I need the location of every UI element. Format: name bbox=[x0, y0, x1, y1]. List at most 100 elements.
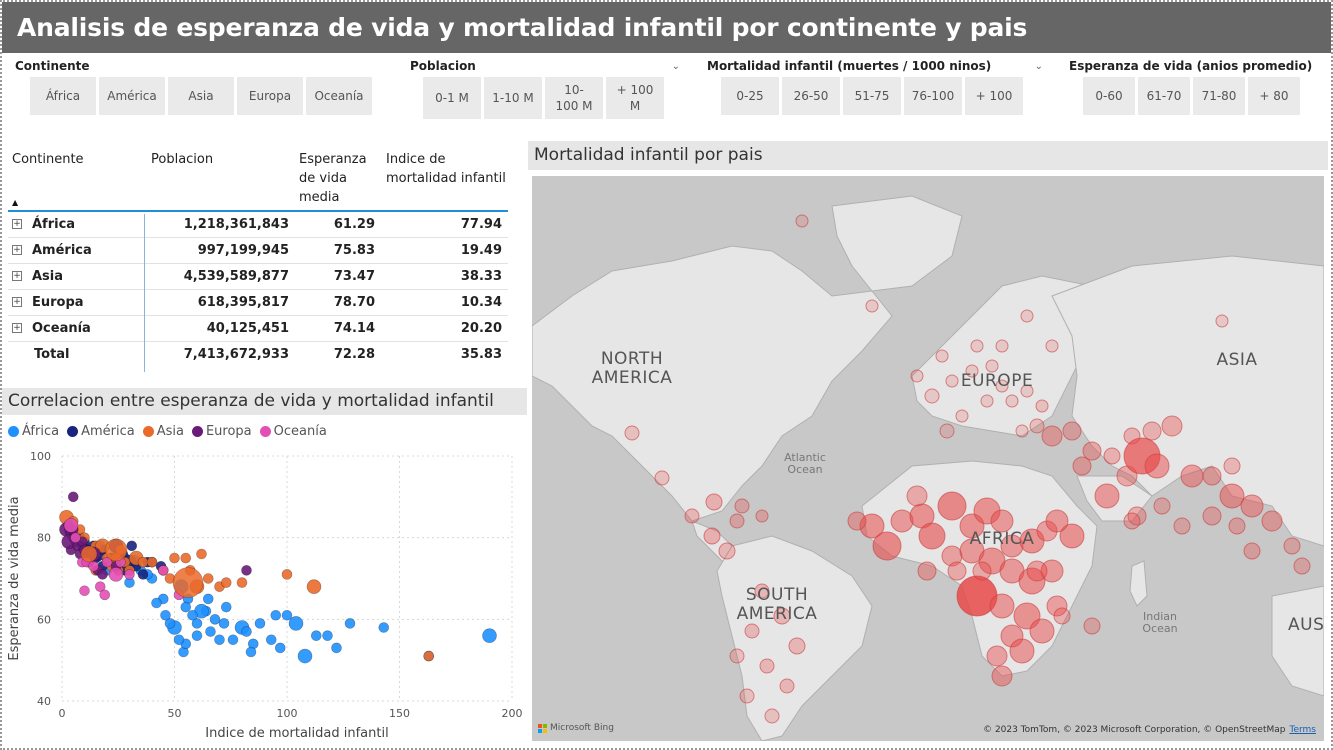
country-bubble[interactable] bbox=[1045, 339, 1059, 353]
country-bubble[interactable] bbox=[1228, 517, 1246, 535]
slicer-option-asia[interactable]: Asia bbox=[168, 77, 234, 115]
scatter-point[interactable] bbox=[227, 634, 239, 646]
scatter-point[interactable] bbox=[214, 634, 225, 646]
country-bubble[interactable] bbox=[1083, 617, 1101, 635]
scatter-point[interactable] bbox=[137, 556, 149, 568]
country-bubble[interactable] bbox=[945, 374, 959, 388]
scatter-point[interactable] bbox=[202, 593, 214, 605]
scatter-point[interactable] bbox=[94, 581, 106, 592]
matrix-row[interactable]: + Oceanía 40,125,451 74.14 20.20 bbox=[8, 316, 508, 342]
scatter-point[interactable] bbox=[322, 630, 333, 641]
country-bubble[interactable] bbox=[744, 623, 760, 639]
scatter-point[interactable] bbox=[164, 618, 176, 629]
country-bubble[interactable] bbox=[754, 583, 770, 599]
country-bubble[interactable] bbox=[1020, 384, 1034, 398]
country-bubble[interactable] bbox=[865, 299, 879, 313]
country-bubble[interactable] bbox=[1123, 512, 1141, 530]
country-bubble[interactable] bbox=[788, 637, 806, 655]
scatter-point[interactable] bbox=[191, 630, 203, 641]
header-esperanza[interactable]: Esperanza de vida media bbox=[299, 152, 367, 205]
scatter-point[interactable] bbox=[70, 532, 81, 543]
scatter-point[interactable] bbox=[220, 601, 232, 613]
slicer-option-80-plus[interactable]: + 80 bbox=[1248, 77, 1300, 115]
country-bubble[interactable] bbox=[965, 364, 979, 378]
scatter-point[interactable] bbox=[151, 597, 162, 609]
country-bubble[interactable] bbox=[1045, 509, 1069, 533]
slicer-option-71-80[interactable]: 71-80 bbox=[1193, 77, 1245, 115]
scatter-point[interactable] bbox=[180, 601, 192, 613]
slicer-option-51-75[interactable]: 51-75 bbox=[843, 77, 901, 115]
scatter-point[interactable] bbox=[202, 573, 214, 584]
scatter-point[interactable] bbox=[274, 642, 286, 654]
country-bubble[interactable] bbox=[1142, 421, 1162, 441]
country-bubble[interactable] bbox=[1153, 497, 1171, 515]
country-bubble[interactable] bbox=[624, 425, 640, 441]
country-bubble[interactable] bbox=[995, 379, 1009, 393]
country-bubble[interactable] bbox=[918, 522, 946, 550]
country-bubble[interactable] bbox=[1029, 618, 1055, 644]
country-bubble[interactable] bbox=[989, 593, 1015, 619]
scatter-point[interactable] bbox=[101, 556, 113, 568]
scatter-point[interactable] bbox=[344, 618, 356, 629]
header-continente[interactable]: Continente bbox=[12, 152, 84, 167]
header-mortalidad[interactable]: Indice de mortalidad infantil bbox=[386, 152, 506, 186]
expand-icon[interactable]: + bbox=[12, 271, 22, 281]
country-bubble[interactable] bbox=[1127, 506, 1147, 526]
country-bubble[interactable] bbox=[1009, 638, 1035, 664]
country-bubble[interactable] bbox=[1046, 595, 1068, 617]
country-bubble[interactable] bbox=[924, 388, 940, 404]
scatter-point[interactable] bbox=[378, 622, 390, 633]
country-bubble[interactable] bbox=[847, 511, 867, 531]
country-bubble[interactable] bbox=[1261, 510, 1283, 532]
header-poblacion[interactable]: Poblacion bbox=[151, 152, 214, 167]
scatter-point[interactable] bbox=[281, 609, 293, 621]
country-bubble[interactable] bbox=[1161, 415, 1183, 437]
scatter-point[interactable] bbox=[99, 589, 111, 601]
scatter-point[interactable] bbox=[88, 560, 99, 572]
slicer-option-0-25[interactable]: 0-25 bbox=[721, 77, 779, 115]
slicer-option-europa[interactable]: Europa bbox=[237, 77, 303, 115]
legend-item[interactable]: Europa bbox=[191, 424, 252, 439]
country-bubble[interactable] bbox=[986, 645, 1008, 667]
scatter-point[interactable] bbox=[108, 567, 124, 582]
scatter-point[interactable] bbox=[126, 540, 138, 552]
country-bubble[interactable] bbox=[654, 470, 670, 486]
scatter-point[interactable] bbox=[160, 609, 171, 621]
country-bubble[interactable] bbox=[906, 485, 928, 507]
slicer-option-26-50[interactable]: 26-50 bbox=[782, 77, 840, 115]
scatter-point[interactable] bbox=[137, 569, 149, 580]
country-bubble[interactable] bbox=[759, 658, 775, 674]
scatter-point[interactable] bbox=[169, 552, 180, 564]
chevron-down-icon[interactable]: ⌄ bbox=[671, 60, 680, 72]
scatter-point[interactable] bbox=[124, 569, 135, 580]
country-bubble[interactable] bbox=[1215, 314, 1229, 328]
legend-item[interactable]: América bbox=[67, 424, 135, 439]
scatter-point[interactable] bbox=[423, 650, 435, 662]
legend-item[interactable]: Oceanía bbox=[259, 424, 327, 439]
slicer-option-10-100m[interactable]: 10-100 M bbox=[545, 77, 603, 119]
scatter-plot[interactable]: 40 60 80 100 0 50 100 150 200 Indice de mortalida… bbox=[0, 418, 528, 746]
terms-link[interactable]: Terms bbox=[1289, 725, 1316, 735]
slicer-option-76-100[interactable]: 76-100 bbox=[904, 77, 962, 115]
country-bubble[interactable] bbox=[795, 214, 809, 228]
world-map[interactable]: NORTH AMERICA EUROPE ASIA AFRICA SOUTH A… bbox=[532, 176, 1324, 741]
country-bubble[interactable] bbox=[1005, 394, 1019, 408]
country-bubble[interactable] bbox=[1015, 424, 1029, 438]
scatter-point[interactable] bbox=[173, 634, 185, 646]
scatter-point[interactable] bbox=[265, 634, 277, 646]
country-bubble[interactable] bbox=[1094, 483, 1120, 509]
country-bubble[interactable] bbox=[1059, 523, 1085, 549]
matrix-row[interactable]: + África 1,218,361,843 61.29 77.94 bbox=[8, 212, 508, 238]
country-bubble[interactable] bbox=[773, 607, 791, 625]
scatter-point[interactable] bbox=[310, 630, 322, 641]
expand-icon[interactable]: + bbox=[12, 297, 22, 307]
scatter-point[interactable] bbox=[241, 626, 252, 637]
scatter-point[interactable] bbox=[196, 548, 207, 560]
country-bubble[interactable] bbox=[1283, 537, 1301, 555]
scatter-point[interactable] bbox=[157, 565, 169, 576]
scatter-point[interactable] bbox=[281, 569, 293, 580]
scatter-point[interactable] bbox=[331, 642, 342, 654]
scatter-point[interactable] bbox=[191, 618, 203, 629]
slicer-option-0-1m[interactable]: 0-1 M bbox=[423, 77, 481, 119]
scatter-point[interactable] bbox=[205, 626, 216, 637]
